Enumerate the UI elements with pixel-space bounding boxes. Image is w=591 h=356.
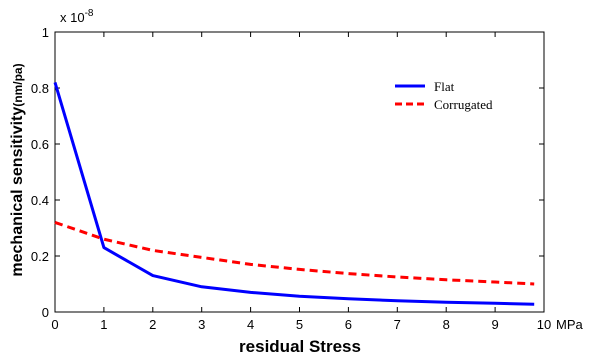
legend-label-flat: Flat — [434, 79, 455, 94]
y-tick-label: 0.8 — [31, 81, 49, 96]
series-line-flat — [53, 81, 535, 306]
series-layer — [53, 81, 535, 306]
series-line-corrugated — [54, 220, 535, 286]
x-tick-label: 3 — [198, 317, 205, 332]
y-axis-title-main: mechanical sensitivity — [9, 107, 26, 277]
y-tick-label: 0 — [42, 305, 49, 320]
y-axis-ticks: 0 0.2 0.4 0.6 0.8 1 — [31, 25, 544, 320]
x-tick-label: 10 — [537, 317, 551, 332]
x-tick-label: 8 — [443, 317, 450, 332]
x-tick-label: 2 — [149, 317, 156, 332]
x-tick-label: 5 — [296, 317, 303, 332]
y-tick-label: 0.4 — [31, 193, 49, 208]
y-exponent-label: x 10-8 — [60, 8, 94, 25]
y-tick-label: 1 — [42, 25, 49, 40]
y-axis-title: mechanical sensitivity(nm/pa) — [9, 63, 26, 276]
legend-label-corrugated: Corrugated — [434, 97, 493, 112]
x-tick-label: 1 — [100, 317, 107, 332]
y-tick-label: 0.6 — [31, 137, 49, 152]
x-axis-ticks: 0 1 2 3 4 5 6 7 8 9 10 — [51, 32, 551, 332]
x-tick-label: 7 — [394, 317, 401, 332]
y-tick-label: 0.2 — [31, 249, 49, 264]
y-axis-title-unit: (nm/pa) — [11, 63, 25, 106]
x-tick-label: 6 — [345, 317, 352, 332]
x-tick-label: 4 — [247, 317, 254, 332]
legend: Flat Corrugated — [395, 79, 493, 112]
x-tick-label: 0 — [51, 317, 58, 332]
x-tick-label: 9 — [491, 317, 498, 332]
y-exponent-base: x 10 — [60, 10, 85, 25]
x-unit-label: MPa — [556, 317, 584, 332]
y-exponent-power: -8 — [85, 8, 94, 19]
x-axis-title: residual Stress — [239, 337, 361, 356]
